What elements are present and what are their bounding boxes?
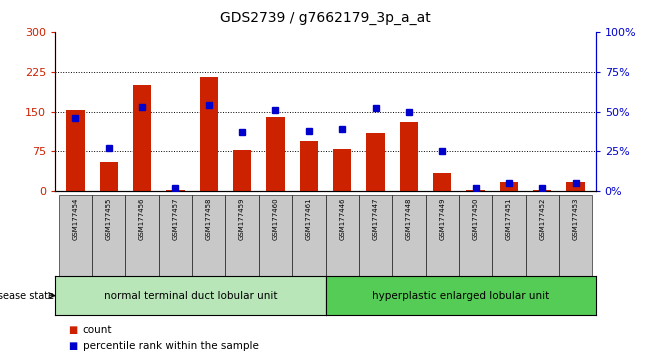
Text: ■: ■ xyxy=(68,341,77,351)
Text: GSM177453: GSM177453 xyxy=(573,197,579,240)
Bar xyxy=(459,195,492,278)
Bar xyxy=(566,182,585,191)
Text: GSM177446: GSM177446 xyxy=(339,197,345,240)
Text: GSM177460: GSM177460 xyxy=(273,197,279,240)
Text: GSM177448: GSM177448 xyxy=(406,197,412,240)
Bar xyxy=(59,195,92,278)
Bar xyxy=(126,195,159,278)
Text: GSM177459: GSM177459 xyxy=(239,197,245,240)
Bar xyxy=(259,195,292,278)
Bar xyxy=(166,190,185,191)
Bar xyxy=(225,195,259,278)
Text: normal terminal duct lobular unit: normal terminal duct lobular unit xyxy=(104,291,277,301)
Text: GSM177452: GSM177452 xyxy=(539,197,546,240)
Text: GSM177449: GSM177449 xyxy=(439,197,445,240)
Text: GSM177451: GSM177451 xyxy=(506,197,512,240)
Bar xyxy=(299,141,318,191)
Bar xyxy=(92,195,126,278)
Bar xyxy=(326,195,359,278)
Bar xyxy=(66,110,85,191)
Bar xyxy=(200,77,218,191)
Bar xyxy=(333,149,352,191)
Bar xyxy=(100,162,118,191)
Bar xyxy=(266,117,284,191)
Text: GSM177454: GSM177454 xyxy=(72,197,78,240)
Bar xyxy=(433,172,451,191)
Bar xyxy=(192,195,225,278)
Text: GSM177450: GSM177450 xyxy=(473,197,478,240)
Text: GSM177456: GSM177456 xyxy=(139,197,145,240)
Bar xyxy=(500,182,518,191)
Bar xyxy=(359,195,392,278)
Text: GSM177461: GSM177461 xyxy=(306,197,312,240)
Text: GDS2739 / g7662179_3p_a_at: GDS2739 / g7662179_3p_a_at xyxy=(220,11,431,25)
Bar xyxy=(292,195,326,278)
Text: GSM177457: GSM177457 xyxy=(173,197,178,240)
Bar xyxy=(533,190,551,191)
Bar xyxy=(367,133,385,191)
Bar xyxy=(133,85,151,191)
Text: count: count xyxy=(83,325,112,335)
Bar xyxy=(466,190,485,191)
Bar xyxy=(426,195,459,278)
Text: GSM177455: GSM177455 xyxy=(105,197,112,240)
Text: ■: ■ xyxy=(68,325,77,335)
Text: GSM177458: GSM177458 xyxy=(206,197,212,240)
Text: hyperplastic enlarged lobular unit: hyperplastic enlarged lobular unit xyxy=(372,291,549,301)
Bar xyxy=(233,150,251,191)
Bar xyxy=(559,195,592,278)
Bar xyxy=(525,195,559,278)
Bar xyxy=(492,195,525,278)
Text: GSM177447: GSM177447 xyxy=(372,197,378,240)
Text: percentile rank within the sample: percentile rank within the sample xyxy=(83,341,258,351)
Bar xyxy=(400,122,418,191)
Text: disease state: disease state xyxy=(0,291,54,301)
Bar xyxy=(159,195,192,278)
Bar xyxy=(392,195,426,278)
